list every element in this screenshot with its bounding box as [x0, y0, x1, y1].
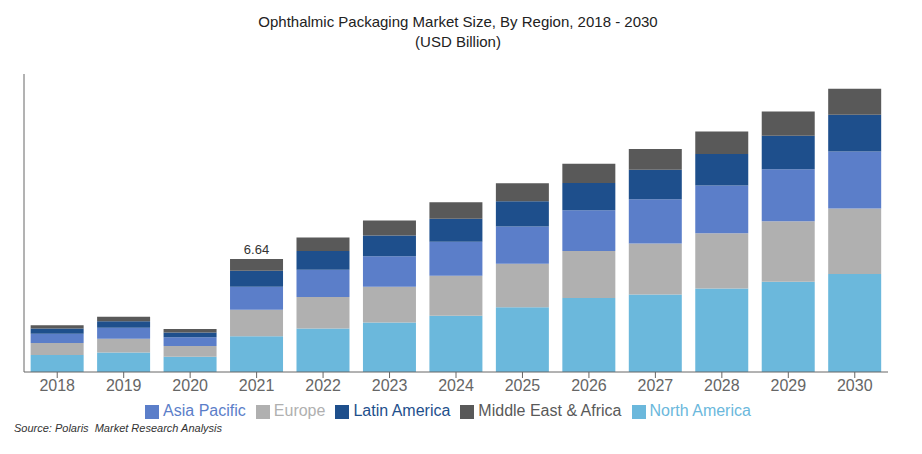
- html-text:Middle East & Africa: Middle East & Africa: [478, 402, 622, 419]
- html-text:Europe: Europe: [273, 402, 326, 419]
- svg-text:2024: 2024: [438, 377, 474, 394]
- html-text:Asia Pacific: Asia Pacific: [163, 402, 246, 419]
- html-text:Latin America: Latin America: [353, 402, 451, 419]
- html-text:Ophthalmic Packaging Market Si: Ophthalmic Packaging Market Size, By Reg…: [258, 13, 658, 30]
- svg-text:2022: 2022: [305, 377, 341, 394]
- svg-text:2030: 2030: [837, 377, 873, 394]
- svg-text:2020: 2020: [172, 377, 208, 394]
- html-text:North America: North America: [649, 402, 751, 419]
- svg-text:6.64: 6.64: [244, 242, 269, 257]
- svg-text:2025: 2025: [505, 377, 541, 394]
- svg-text:2028: 2028: [704, 377, 740, 394]
- svg-text:2026: 2026: [571, 377, 607, 394]
- svg-text:2021: 2021: [239, 377, 275, 394]
- svg-text:2018: 2018: [39, 377, 75, 394]
- svg-text:2029: 2029: [771, 377, 807, 394]
- html-text:(USD Billion): (USD Billion): [415, 33, 501, 50]
- svg-text:2019: 2019: [106, 377, 142, 394]
- svg-text:2023: 2023: [372, 377, 408, 394]
- html-text:Source: Polaris Market Researc: Source: Polaris Market Research Analysis: [14, 422, 223, 434]
- svg-text:2027: 2027: [638, 377, 674, 394]
